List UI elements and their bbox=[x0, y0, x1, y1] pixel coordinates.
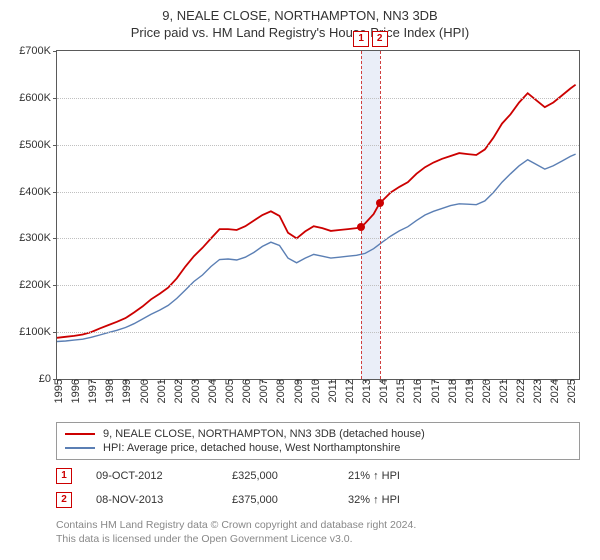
xtick-label: 2004 bbox=[203, 379, 219, 403]
sale-marker-box: 2 bbox=[372, 31, 388, 47]
xtick-label: 2017 bbox=[426, 379, 442, 403]
ytick-label: £200K bbox=[19, 279, 57, 291]
ytick-label: £400K bbox=[19, 186, 57, 198]
xtick-label: 1998 bbox=[100, 379, 116, 403]
license-line1: Contains HM Land Registry data © Crown c… bbox=[56, 519, 416, 531]
sale-marker-box: 1 bbox=[353, 31, 369, 47]
xtick-label: 2001 bbox=[152, 379, 168, 403]
legend-entry-subject: 9, NEALE CLOSE, NORTHAMPTON, NN3 3DB (de… bbox=[65, 427, 571, 441]
gridline-h bbox=[57, 285, 579, 286]
xtick-label: 2007 bbox=[254, 379, 270, 403]
ytick-label: £100K bbox=[19, 326, 57, 338]
gridline-h bbox=[57, 192, 579, 193]
sale-row-2: 2 08-NOV-2013 £375,000 32% ↑ HPI bbox=[56, 492, 580, 508]
xtick-label: 2002 bbox=[169, 379, 185, 403]
xtick-label: 2011 bbox=[323, 379, 339, 403]
legend-label-subject: 9, NEALE CLOSE, NORTHAMPTON, NN3 3DB (de… bbox=[103, 428, 425, 440]
sale-date-1: 09-OCT-2012 bbox=[78, 470, 226, 482]
xtick-label: 2016 bbox=[408, 379, 424, 403]
legend-swatch-subject bbox=[65, 433, 95, 435]
xtick-label: 2025 bbox=[562, 379, 578, 403]
license-text: Contains HM Land Registry data © Crown c… bbox=[56, 518, 580, 546]
sale-marker-line bbox=[380, 51, 381, 379]
sale-marker-dot bbox=[357, 223, 365, 231]
sale-date-2: 08-NOV-2013 bbox=[78, 494, 226, 506]
legend: 9, NEALE CLOSE, NORTHAMPTON, NN3 3DB (de… bbox=[56, 422, 580, 460]
xtick-label: 2020 bbox=[477, 379, 493, 403]
sale-delta-2: 32% ↑ HPI bbox=[348, 494, 468, 506]
ytick-label: £700K bbox=[19, 45, 57, 57]
sale-marker-dot bbox=[376, 199, 384, 207]
xtick-label: 1995 bbox=[49, 379, 65, 403]
xtick-label: 2023 bbox=[528, 379, 544, 403]
sale-row-1: 1 09-OCT-2012 £325,000 21% ↑ HPI bbox=[56, 468, 580, 484]
xtick-label: 2009 bbox=[289, 379, 305, 403]
ytick-label: £300K bbox=[19, 232, 57, 244]
xtick-label: 2022 bbox=[511, 379, 527, 403]
xtick-label: 2019 bbox=[460, 379, 476, 403]
sale-delta-1: 21% ↑ HPI bbox=[348, 470, 468, 482]
ytick-label: £600K bbox=[19, 92, 57, 104]
sale-price-2: £375,000 bbox=[232, 494, 342, 506]
xtick-label: 2005 bbox=[220, 379, 236, 403]
xtick-label: 2006 bbox=[237, 379, 253, 403]
xtick-label: 1997 bbox=[83, 379, 99, 403]
below-chart: 9, NEALE CLOSE, NORTHAMPTON, NN3 3DB (de… bbox=[56, 422, 580, 546]
xtick-label: 1996 bbox=[66, 379, 82, 403]
legend-swatch-hpi bbox=[65, 447, 95, 449]
gridline-h bbox=[57, 145, 579, 146]
sale-marker-line bbox=[361, 51, 362, 379]
xtick-label: 2014 bbox=[374, 379, 390, 403]
xtick-label: 2012 bbox=[340, 379, 356, 403]
legend-entry-hpi: HPI: Average price, detached house, West… bbox=[65, 441, 571, 455]
gridline-h bbox=[57, 98, 579, 99]
xtick-label: 2003 bbox=[186, 379, 202, 403]
xtick-label: 2008 bbox=[271, 379, 287, 403]
gridline-h bbox=[57, 238, 579, 239]
series-line-subject bbox=[57, 85, 576, 338]
title-subtitle: Price paid vs. HM Land Registry's House … bbox=[10, 25, 590, 40]
sale-price-1: £325,000 bbox=[232, 470, 342, 482]
title-block: 9, NEALE CLOSE, NORTHAMPTON, NN3 3DB Pri… bbox=[10, 8, 590, 40]
xtick-label: 2024 bbox=[545, 379, 561, 403]
legend-label-hpi: HPI: Average price, detached house, West… bbox=[103, 442, 400, 454]
xtick-label: 2000 bbox=[135, 379, 151, 403]
ytick-label: £500K bbox=[19, 139, 57, 151]
xtick-label: 2018 bbox=[443, 379, 459, 403]
chart-svg bbox=[57, 51, 579, 379]
sale-marker-2: 2 bbox=[56, 492, 72, 508]
xtick-label: 2021 bbox=[494, 379, 510, 403]
license-line2: This data is licensed under the Open Gov… bbox=[56, 533, 353, 545]
xtick-label: 2015 bbox=[391, 379, 407, 403]
plot-area: £0£100K£200K£300K£400K£500K£600K£700K199… bbox=[56, 50, 580, 380]
series-line-hpi bbox=[57, 154, 576, 341]
xtick-label: 2013 bbox=[357, 379, 373, 403]
xtick-label: 2010 bbox=[306, 379, 322, 403]
gridline-h bbox=[57, 332, 579, 333]
xtick-label: 1999 bbox=[117, 379, 133, 403]
chart-container: 9, NEALE CLOSE, NORTHAMPTON, NN3 3DB Pri… bbox=[0, 0, 600, 552]
sale-marker-1: 1 bbox=[56, 468, 72, 484]
title-address: 9, NEALE CLOSE, NORTHAMPTON, NN3 3DB bbox=[10, 8, 590, 23]
